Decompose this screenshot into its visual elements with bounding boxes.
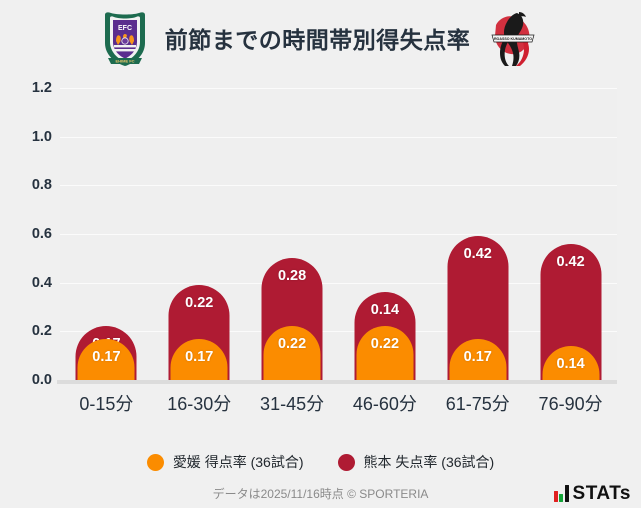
gridline xyxy=(60,331,617,333)
legend-swatch-icon xyxy=(146,453,164,471)
bar-value-label: 0.14 xyxy=(370,302,400,319)
bar-value-label: 0.17 xyxy=(185,348,214,365)
bar-value-label: 0.42 xyxy=(463,246,492,263)
bar-group[interactable]: 0.42 0.17 xyxy=(431,88,524,380)
chart-legend: 愛媛 得点率 (36試合) 熊本 失点率 (36試合) xyxy=(0,446,641,478)
bar-value-label: 0.17 xyxy=(92,348,121,365)
y-axis-tick-label: 0.2 xyxy=(31,323,52,340)
legend-item-kumamoto[interactable]: 熊本 失点率 (36試合) xyxy=(337,452,495,472)
bar-series-container: 0.170.170.220.170.280.220.140.220.420.17… xyxy=(60,88,617,380)
x-axis-labels: 0-15分 16-30分 31-45分 46-60分 61-75分 76-90分 xyxy=(60,390,617,424)
chart-header: EFC EHIME FC 前節までの時間帯別得失点率 ROASSO KUMAMO… xyxy=(0,0,641,76)
gridline xyxy=(60,136,617,138)
x-axis-tick-label: 0-15分 xyxy=(79,394,134,414)
chart-footer: データは2025/11/16時点 © SPORTERIA STATs xyxy=(0,482,641,508)
y-axis-tick-label: 1.2 xyxy=(31,80,52,96)
x-axis-tick-label: 16-30分 xyxy=(167,394,232,414)
bar-group[interactable]: 0.14 0.22 xyxy=(339,88,432,380)
x-axis-tick-label: 61-75分 xyxy=(445,394,510,414)
x-axis-tick-label: 31-45分 xyxy=(260,394,325,414)
page-title: 前節までの時間帯別得失点率 xyxy=(164,27,471,53)
bar-ehime-scored[interactable] xyxy=(449,338,507,380)
bar-ehime-scored[interactable] xyxy=(77,338,135,380)
bar-group[interactable]: 0.28 0.22 xyxy=(246,88,339,380)
svg-text:EFC: EFC xyxy=(118,25,132,32)
gridline xyxy=(60,185,617,187)
x-axis-tick-label: 46-60分 xyxy=(352,394,417,414)
y-axis-tick-label: 0.4 xyxy=(31,274,52,291)
stats-logo-text: STATs xyxy=(572,483,631,504)
bar-value-label: 0.22 xyxy=(277,336,307,353)
svg-text:EHIME FC: EHIME FC xyxy=(115,58,134,63)
x-axis-tick-label: 76-90分 xyxy=(538,394,603,414)
y-axis-tick-label: 0.0 xyxy=(31,372,52,388)
bar-ehime-scored[interactable] xyxy=(356,326,414,380)
bar-value-label: 0.22 xyxy=(185,295,214,312)
bar-ehime-scored[interactable] xyxy=(170,338,228,380)
bar-value-label: 0.14 xyxy=(556,355,585,372)
legend-swatch-icon xyxy=(337,453,355,471)
legend-label: 愛媛 得点率 (36試合) xyxy=(172,454,304,470)
y-axis-tick-label: 0.6 xyxy=(31,226,52,242)
legend-item-ehime[interactable]: 愛媛 得点率 (36試合) xyxy=(146,452,304,472)
bar-group[interactable]: 0.42 0.14 xyxy=(524,88,617,380)
bar-ehime-scored[interactable] xyxy=(263,326,321,380)
gridline xyxy=(60,282,617,284)
x-axis-baseline xyxy=(57,380,617,384)
bar-value-label: 0.28 xyxy=(277,268,307,285)
y-axis-tick-label: 1.0 xyxy=(31,128,52,145)
gridline xyxy=(60,88,617,89)
roasso-kumamoto-crest: ROASSO KUMAMOTO xyxy=(491,12,536,66)
plot-area xyxy=(60,88,617,380)
stats-logo: STATs xyxy=(553,483,631,504)
bar-group[interactable]: 0.170.17 xyxy=(60,88,153,380)
bar-group[interactable]: 0.22 0.17 xyxy=(153,88,246,380)
svg-text:ROASSO KUMAMOTO: ROASSO KUMAMOTO xyxy=(494,37,532,41)
bar-value-label: 0.22 xyxy=(370,336,400,353)
stats-bars-icon xyxy=(553,485,569,502)
footer-note: データは2025/11/16時点 © SPORTERIA xyxy=(212,487,429,501)
legend-label: 熊本 失点率 (36試合) xyxy=(363,454,495,470)
gridline xyxy=(60,234,617,235)
ehime-fc-crest: EFC EHIME FC xyxy=(104,12,145,66)
y-axis: 0.0 0.2 0.4 0.6 0.8 1.0 1.2 xyxy=(0,80,52,388)
y-axis-tick-label: 0.8 xyxy=(31,177,52,194)
bar-value-label: 0.17 xyxy=(463,348,492,365)
bar-value-label: 0.42 xyxy=(556,253,585,270)
